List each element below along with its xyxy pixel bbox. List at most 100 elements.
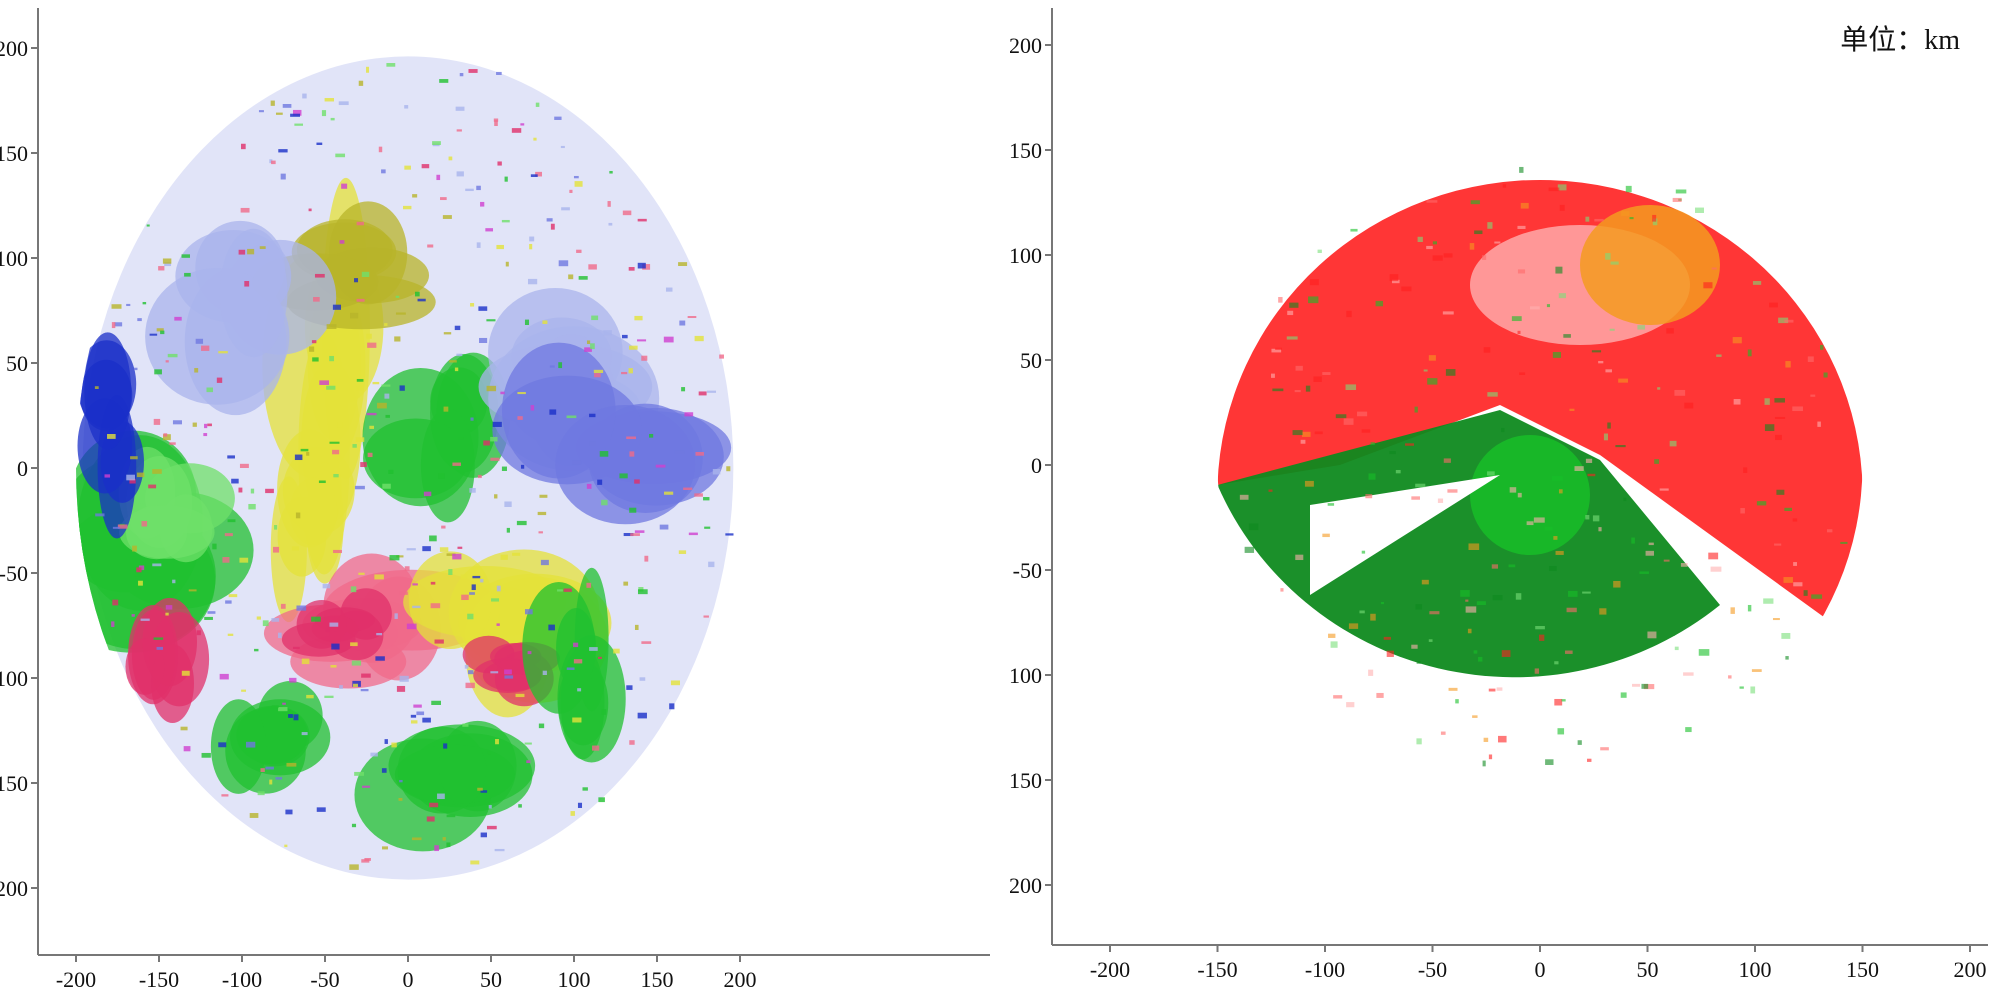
echo-speckle [598,797,605,803]
velocity-speckle [1272,388,1284,392]
echo-speckle [568,274,574,280]
velocity-speckle [1552,352,1562,358]
echo-speckle [517,416,523,420]
echo-speckle [386,63,396,67]
echo-speckle [574,181,583,187]
echo-speckle [225,600,232,604]
echo-speckle [582,787,588,791]
velocity-speckle [1287,310,1294,316]
x-tick-label: 100 [1739,957,1772,982]
echo-speckle [496,585,501,592]
echo-speckle [554,116,562,120]
echo-speckle [438,473,445,479]
echo-speckle [259,246,266,250]
echo-speckle [446,553,456,556]
velocity-speckle [1322,372,1331,375]
echo-speckle [461,594,469,601]
velocity-speckle [1473,650,1478,654]
echo-speckle [479,337,488,343]
velocity-speckle [1684,402,1694,409]
echo-blob [131,609,176,700]
echo-speckle [683,487,693,490]
velocity-speckle [1405,443,1414,446]
y-tick-label: 0 [17,456,28,481]
velocity-speckle [1539,634,1545,641]
velocity-speckle [1389,274,1399,282]
echo-speckle [576,249,582,253]
echo-speckle [406,548,416,551]
echo-speckle [681,387,686,392]
velocity-speckle [1605,369,1612,373]
velocity-speckle [1455,699,1459,704]
echo-speckle [163,433,168,437]
echo-blob [574,567,609,712]
echo-speckle [331,643,340,650]
echo-speckle [597,479,603,485]
echo-speckle [566,667,575,670]
velocity-speckle [1483,347,1491,353]
velocity-speckle [1685,727,1692,733]
echo-speckle [622,210,632,216]
y-tick-label: -100 [0,666,28,691]
echo-speckle [395,312,406,315]
echo-speckle [440,197,447,201]
echo-speckle [470,303,475,307]
velocity-speckle [1368,669,1374,676]
velocity-speckle [1708,552,1719,560]
echo-speckle [399,591,408,595]
velocity-speckle [1793,582,1803,587]
velocity-speckle [1561,699,1566,702]
velocity-speckle [1774,543,1782,546]
velocity-speckle [1487,392,1498,397]
echo-speckle [504,176,508,182]
echo-speckle [284,844,288,848]
echo-speckle [332,449,340,455]
velocity-speckle [1648,542,1654,546]
echo-speckle [254,648,259,652]
echo-speckle [629,345,638,350]
velocity-speckle [1322,533,1330,538]
echo-speckle [493,118,499,122]
echo-speckle [399,385,405,391]
echo-speckle [356,298,365,302]
echo-speckle [196,630,201,636]
echo-speckle [457,436,464,440]
echo-speckle [394,336,401,342]
velocity-speckle [1591,350,1602,353]
echo-speckle [277,632,282,639]
echo-speckle [296,605,307,611]
velocity-speckle [1732,337,1742,344]
echo-speckle [430,603,441,609]
echo-speckle [165,612,169,616]
echo-speckle [129,478,136,484]
velocity-speckle [1386,650,1394,657]
echo-speckle [577,802,583,808]
echo-speckle [490,671,499,674]
echo-speckle [688,532,698,536]
echo-speckle [629,451,635,457]
echo-speckle [487,751,492,755]
velocity-speckle [1645,550,1654,556]
velocity-speckle [1496,687,1503,691]
echo-speckle [630,533,640,536]
echo-speckle [134,573,141,577]
echo-speckle [389,555,400,561]
echo-speckle [111,322,116,329]
velocity-speckle [1401,286,1412,292]
velocity-speckle [1448,687,1458,691]
velocity-speckle [1807,356,1814,362]
echo-speckle [301,732,308,736]
echo-speckle [384,393,390,399]
echo-speckle [512,552,521,556]
echo-speckle [112,526,120,529]
velocity-speckle [1428,355,1436,361]
echo-speckle [316,142,323,145]
echo-speckle [203,433,208,437]
echo-speckle [360,462,367,468]
velocity-speckle [1587,473,1596,477]
velocity-speckle [1389,451,1396,455]
velocity-speckle [1784,507,1792,511]
echo-speckle [472,575,481,579]
echo-speckle [550,223,555,230]
velocity-speckle [1476,601,1486,606]
